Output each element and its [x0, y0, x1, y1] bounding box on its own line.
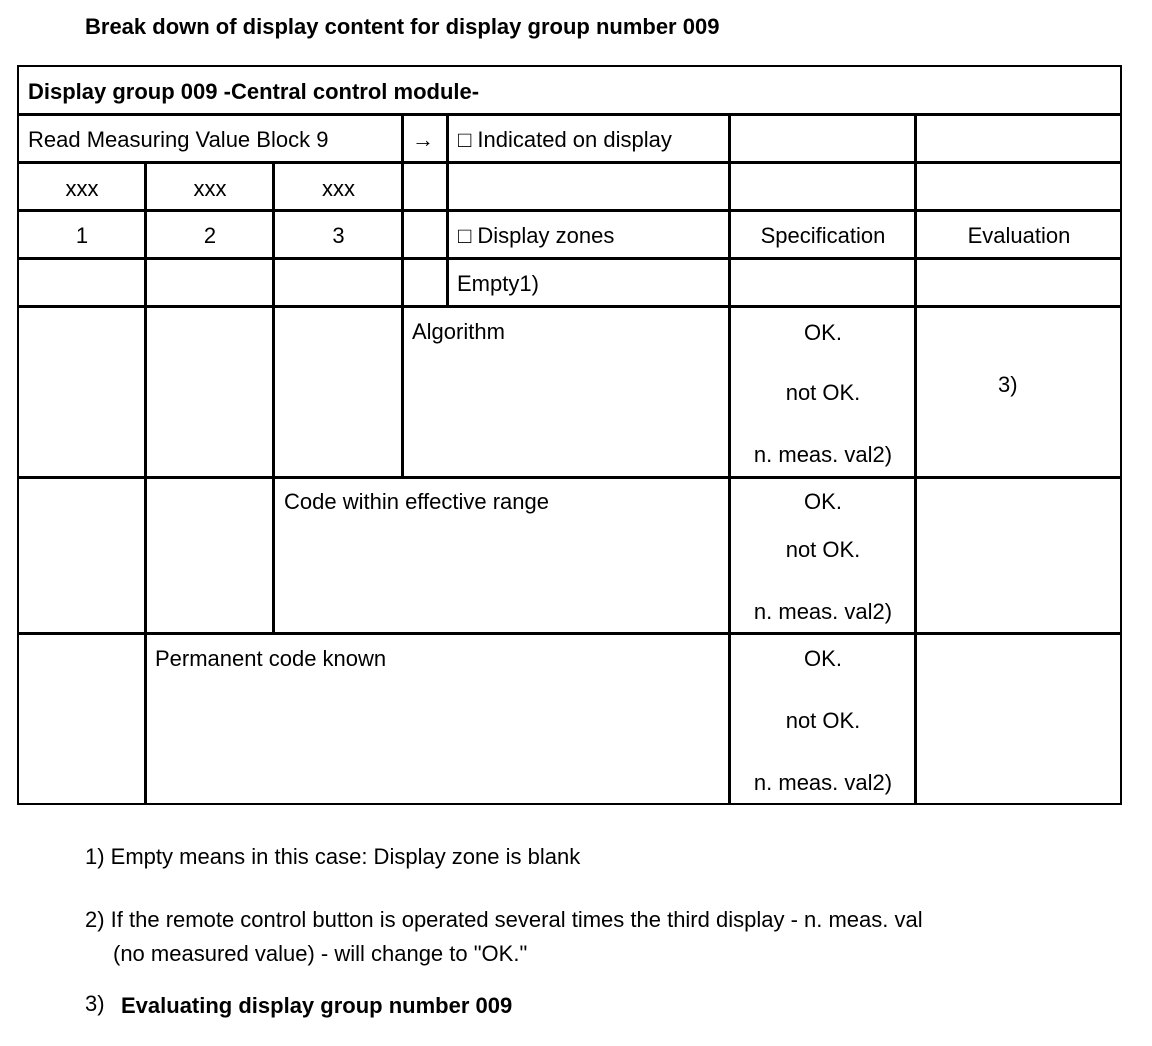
- cell: [729, 258, 916, 307]
- cell: [915, 258, 1122, 307]
- cell: [915, 114, 1122, 163]
- evaluation-header: Evaluation: [967, 223, 1071, 248]
- xxx-1: xxx: [65, 176, 99, 201]
- zone-1: 1: [75, 223, 89, 248]
- zone-2: 2: [203, 223, 217, 248]
- spec-no-value: n. meas. val2): [753, 442, 893, 467]
- spec-not-ok: not OK.: [785, 708, 861, 733]
- read-block-label: Read Measuring Value Block 9: [28, 127, 329, 152]
- footnote-1: 1) Empty means in this case: Display zon…: [85, 844, 581, 869]
- cell: [145, 258, 274, 307]
- xxx-2: xxx: [193, 176, 227, 201]
- spec-no-value: n. meas. val2): [753, 770, 893, 795]
- footnote-2-line1: 2) If the remote control button is opera…: [85, 907, 923, 932]
- cell: [273, 306, 403, 478]
- cell: [17, 306, 146, 478]
- indicated-label: □ Indicated on display: [458, 127, 672, 152]
- cell: [402, 210, 448, 259]
- footnote-3-number: 3): [85, 991, 105, 1016]
- xxx-3: xxx: [322, 176, 355, 201]
- row-label-permanent-code: Permanent code known: [155, 646, 387, 671]
- spec-ok: OK.: [804, 489, 842, 514]
- cell: [915, 306, 1122, 478]
- cell: [17, 258, 146, 307]
- cell: [402, 162, 448, 211]
- cell: [17, 477, 146, 634]
- cell: [915, 477, 1122, 634]
- cell: [729, 162, 916, 211]
- page-heading: Break down of display content for displa…: [85, 14, 720, 39]
- cell: [145, 306, 274, 478]
- cell: [915, 162, 1122, 211]
- row-label-algorithm: Algorithm: [412, 319, 505, 344]
- arrow-right-icon: →: [412, 127, 434, 152]
- footnote-2-line2: (no measured value) - will change to "OK…: [113, 941, 528, 966]
- zone-3: 3: [332, 223, 345, 248]
- table-title: Display group 009 -Central control modul…: [28, 79, 480, 104]
- spec-no-value: n. meas. val2): [753, 599, 893, 624]
- cell: [447, 162, 730, 211]
- footnote-3-text: Evaluating display group number 009: [121, 993, 513, 1018]
- specification-header: Specification: [760, 223, 886, 248]
- cell: [729, 114, 916, 163]
- spec-not-ok: not OK.: [785, 537, 861, 562]
- spec-not-ok: not OK.: [785, 380, 861, 405]
- spec-ok: OK.: [804, 320, 842, 345]
- cell: [145, 477, 274, 634]
- empty-label: Empty1): [457, 271, 539, 296]
- cell: [273, 258, 403, 307]
- spec-ok: OK.: [804, 646, 842, 671]
- evaluation-ref: 3): [998, 372, 1018, 397]
- cell: [402, 258, 448, 307]
- row-label-code-range: Code within effective range: [284, 489, 549, 514]
- display-zones-label: □ Display zones: [458, 223, 615, 248]
- cell: [915, 633, 1122, 805]
- cell: [17, 633, 146, 805]
